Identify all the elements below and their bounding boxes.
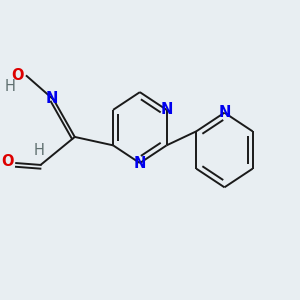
Text: N: N <box>134 156 146 171</box>
Text: H: H <box>5 79 16 94</box>
Text: N: N <box>160 102 173 117</box>
Text: O: O <box>12 68 24 83</box>
Text: H: H <box>34 143 44 158</box>
Text: O: O <box>1 154 13 169</box>
Text: N: N <box>46 92 58 106</box>
Text: N: N <box>218 105 231 120</box>
